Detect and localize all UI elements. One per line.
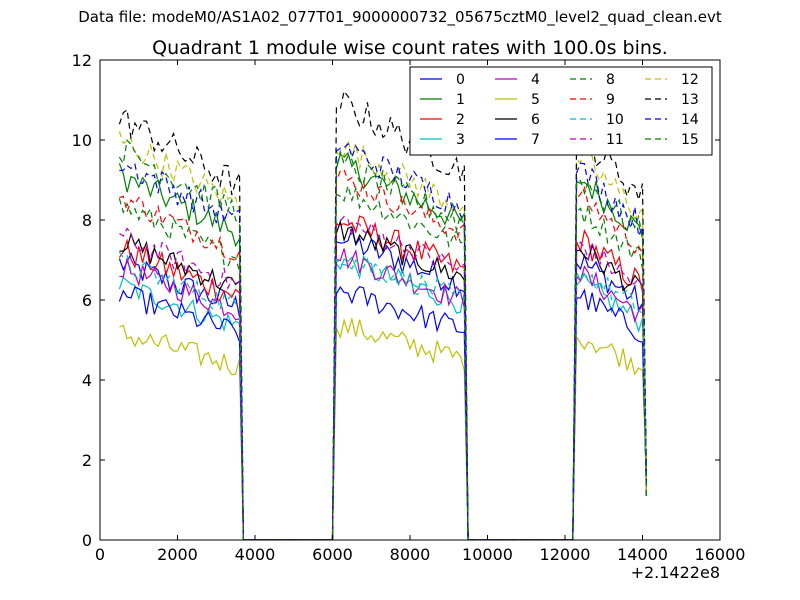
legend-label-5: 5 (531, 92, 540, 108)
y-tick-label: 12 (72, 51, 92, 70)
x-tick-label: 2000 (157, 545, 198, 564)
y-tick-label: 2 (82, 451, 92, 470)
series-line-7 (118, 285, 647, 540)
series-line-15 (118, 139, 647, 540)
legend-label-3: 3 (456, 132, 465, 148)
x-tick-label: 4000 (235, 545, 276, 564)
series-line-14 (119, 142, 647, 540)
x-tick-label: 12000 (540, 545, 591, 564)
legend-label-1: 1 (456, 92, 465, 108)
figure-suptitle: Data file: modeM0/AS1A02_077T01_90000007… (78, 8, 722, 26)
plot-frame (99, 59, 721, 541)
legend-label-13: 13 (681, 92, 699, 108)
series-line-12 (118, 131, 647, 540)
series-layer (118, 89, 647, 540)
y-tick-label: 10 (72, 131, 92, 150)
legend-label-2: 2 (456, 112, 465, 128)
series-line-4 (119, 248, 647, 540)
y-tick-label: 8 (82, 211, 92, 230)
x-tick-label: 10000 (462, 545, 513, 564)
series-line-5 (119, 316, 647, 540)
x-tick-label: 6000 (312, 545, 353, 564)
x-tick-label: 16000 (695, 545, 746, 564)
legend-label-0: 0 (456, 72, 465, 88)
legend-label-8: 8 (606, 72, 615, 88)
y-tick-label: 4 (82, 371, 92, 390)
x-tick-label: 8000 (390, 545, 431, 564)
series-line-10 (118, 252, 647, 540)
x-tick-label: 0 (95, 545, 105, 564)
series-line-9 (119, 169, 647, 540)
y-tick-label: 6 (82, 291, 92, 310)
legend-label-9: 9 (606, 92, 615, 108)
legend-label-6: 6 (531, 112, 540, 128)
legend-label-4: 4 (531, 72, 540, 88)
legend-box (409, 66, 713, 156)
axes-layer: 0 2000 4000 6000 8000 10000 12000 14000 16000 0 2 4… (72, 51, 746, 564)
legend-label-12: 12 (681, 72, 699, 88)
series-line-13 (118, 89, 647, 540)
chart-title: Quadrant 1 module wise count rates with … (152, 37, 668, 59)
x-offset-label: +2.1422e8 (631, 563, 720, 582)
legend-label-11: 11 (606, 132, 624, 148)
x-tick-label: 14000 (617, 545, 668, 564)
legend-label-15: 15 (681, 132, 699, 148)
legend-label-7: 7 (531, 132, 540, 148)
legend-label-14: 14 (681, 112, 699, 128)
series-line-8 (118, 183, 647, 540)
legend-label-10: 10 (606, 112, 624, 128)
y-tick-label: 0 (82, 531, 92, 550)
series-line-2 (118, 215, 647, 540)
